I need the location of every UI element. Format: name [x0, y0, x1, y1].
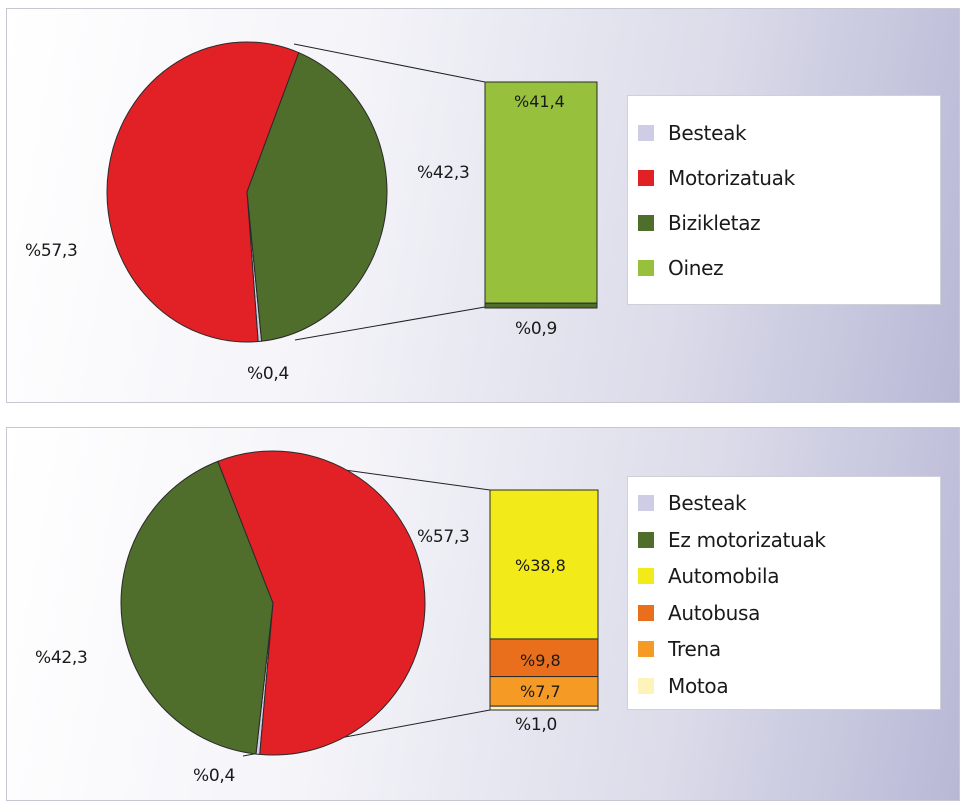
bar-label-motoa: %1,0: [515, 715, 557, 735]
bar-label-oinez: %41,4: [514, 92, 565, 111]
legend-item-trena: Trena: [638, 631, 940, 668]
slice-label-ez-motorizatuak: %42,3: [35, 648, 88, 668]
chart-panel-1: %57,3 %42,3 %0,4 %41,4 %0,9 Besteak Moto…: [6, 8, 960, 403]
legend-label-motorizatuak: Motorizatuak: [668, 165, 795, 190]
legend-2: Besteak Ez motorizatuak Automobila Autob…: [627, 476, 941, 710]
bar-label-bizikletaz: %0,9: [515, 319, 557, 339]
legend-swatch-motoa: [638, 677, 654, 694]
slice-label-besteak: %0,4: [193, 766, 235, 786]
legend-label-automobila: Automobila: [668, 564, 780, 589]
slice-label-motorizatuak: %57,3: [417, 527, 470, 547]
legend-swatch-automobila: [638, 568, 654, 585]
bar-label-autobusa: %9,8: [520, 651, 561, 670]
connector-line-top: [293, 43, 486, 83]
legend-item-oinez: Oinez: [638, 245, 940, 290]
pie-slice-ez-motorizatuak: [120, 460, 274, 755]
legend-item-besteak: Besteak: [638, 110, 940, 155]
legend-swatch-bizikletaz: [638, 214, 654, 231]
legend-item-autobusa: Autobusa: [638, 595, 940, 632]
legend-swatch-motorizatuak: [638, 169, 654, 186]
legend-label-besteak: Besteak: [668, 491, 747, 516]
slice-label-besteak: %0,4: [247, 364, 289, 384]
legend-label-autobusa: Autobusa: [668, 600, 761, 625]
bar-segment-motoa: [489, 705, 599, 711]
legend-swatch-oinez: [638, 259, 654, 276]
chart-panel-2: %42,3 %57,3 %0,4 %38,8 %9,8 %7,7 %1,0 Be…: [6, 427, 960, 801]
bar-segment-autobusa: [489, 638, 599, 678]
bar-segment-automobila: [489, 489, 599, 640]
pie-slice-motorizatuak: [106, 41, 300, 343]
legend-label-ez-motorizatuak: Ez motorizatuak: [668, 527, 826, 552]
connector-line-bottom: [294, 306, 486, 341]
legend-1: Besteak Motorizatuak Bizikletaz Oinez: [627, 95, 941, 305]
bar-label-automobila: %38,8: [515, 556, 566, 575]
slice-label-bizikletaz: %42,3: [417, 163, 470, 183]
pie-chart-1: %57,3 %42,3 %0,4 %41,4 %0,9: [25, 41, 598, 384]
legend-label-besteak: Besteak: [668, 120, 747, 145]
legend-label-bizikletaz: Bizikletaz: [668, 210, 761, 235]
legend-item-bizikletaz: Bizikletaz: [638, 200, 940, 245]
pie-chart-2: %42,3 %57,3 %0,4 %38,8 %9,8 %7,7 %1,0: [35, 450, 599, 786]
legend-label-oinez: Oinez: [668, 255, 724, 280]
legend-item-automobila: Automobila: [638, 558, 940, 595]
legend-swatch-trena: [638, 641, 654, 658]
legend-swatch-besteak: [638, 495, 654, 512]
bar-segment-bizikletaz: [484, 302, 598, 309]
pie-slice-motorizatuak: [217, 450, 426, 756]
bar-segment-oinez: [484, 81, 598, 304]
legend-label-motoa: Motoa: [668, 673, 729, 698]
legend-item-ez-motorizatuak: Ez motorizatuak: [638, 522, 940, 559]
legend-label-trena: Trena: [668, 637, 721, 662]
bar-label-trena: %7,7: [520, 682, 561, 701]
legend-swatch-besteak: [638, 124, 654, 141]
legend-swatch-autobusa: [638, 604, 654, 621]
legend-item-besteak: Besteak: [638, 485, 940, 522]
slice-label-motorizatuak: %57,3: [25, 241, 78, 261]
pie-slice-bizikletaz: [246, 51, 388, 342]
legend-item-motoa: Motoa: [638, 668, 940, 705]
legend-swatch-ez-motorizatuak: [638, 531, 654, 548]
legend-item-motorizatuak: Motorizatuak: [638, 155, 940, 200]
